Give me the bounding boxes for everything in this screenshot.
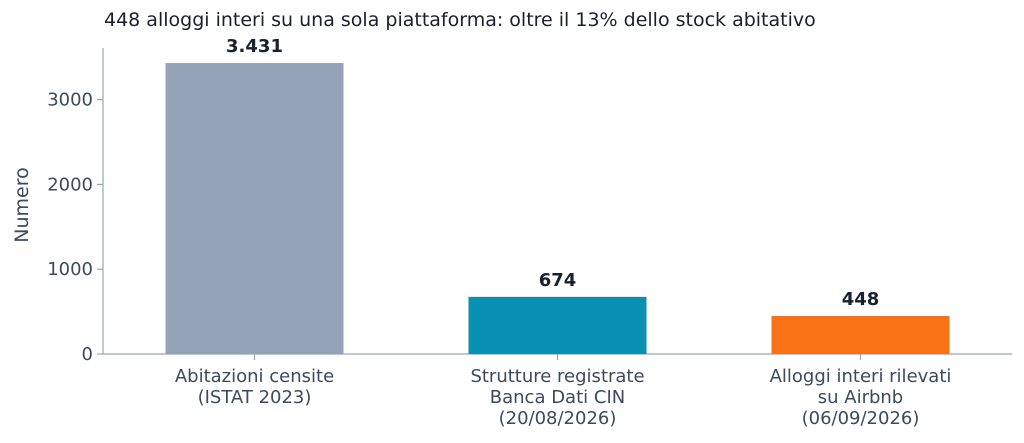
y-axis-label: Numero <box>11 167 33 242</box>
data-label: 3.431 <box>226 36 283 57</box>
x-tick-label: Alloggi interi rilevati su Airbnb (06/09/2… <box>770 366 952 429</box>
bar <box>165 63 344 354</box>
x-axis-ticks: Abitazioni censite (ISTAT 2023) Strutture … <box>175 354 952 429</box>
bar <box>771 316 950 354</box>
data-label: 448 <box>842 289 880 310</box>
y-tick-label: 2000 <box>47 174 93 195</box>
y-tick-label: 1000 <box>47 259 93 280</box>
y-tick-label: 3000 <box>47 90 93 111</box>
data-labels-group: 3.431 674 448 <box>226 36 879 310</box>
y-tick-label: 0 <box>82 344 93 365</box>
bar <box>468 296 647 354</box>
data-label: 674 <box>539 270 577 291</box>
bars-group <box>165 63 950 354</box>
x-tick-label: Strutture registrate Banca Dati CIN (20/08… <box>470 366 644 429</box>
chart-title: 448 alloggi interi su una sola piattafor… <box>104 9 816 31</box>
x-tick-label: Abitazioni censite (ISTAT 2023) <box>175 366 334 408</box>
y-axis-ticks: 0 1000 2000 3000 <box>47 90 103 365</box>
